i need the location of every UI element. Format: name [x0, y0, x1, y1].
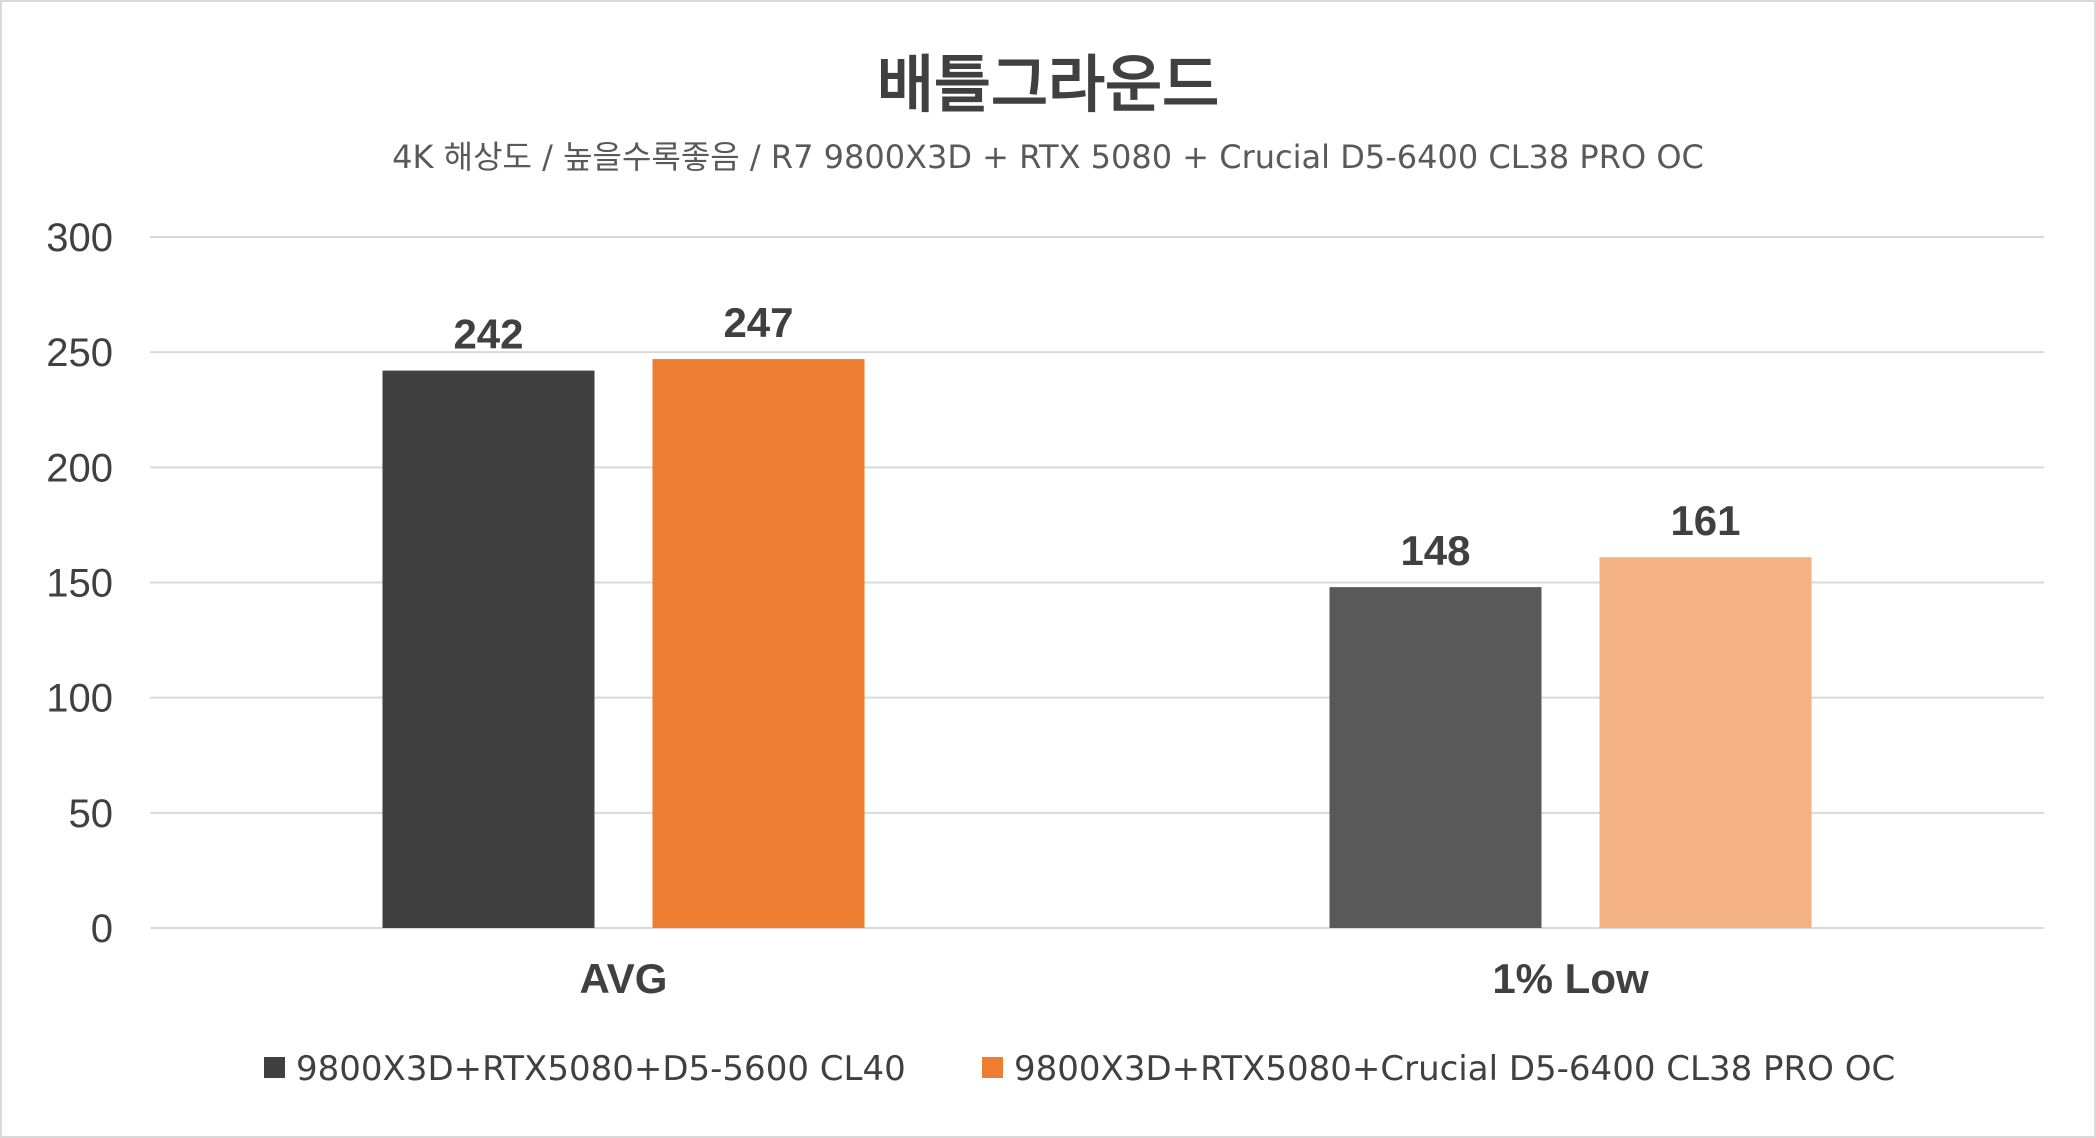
y-tick-label-300: 300: [46, 216, 113, 260]
x-tick-label-1-low: 1% Low: [1492, 955, 1649, 1002]
x-tick-label-avg: AVG: [580, 955, 668, 1002]
y-axis: 0 50 100 150 200 250 300: [46, 216, 113, 951]
y-tick-label-0: 0: [91, 907, 113, 951]
legend-swatch-1: [264, 1057, 285, 1078]
bars: [382, 359, 1812, 928]
legend: 9800X3D+RTX5080+D5-5600 CL40 9800X3D+RTX5…: [264, 1049, 1895, 1089]
y-tick-label-250: 250: [46, 331, 113, 375]
legend-swatch-2: [982, 1057, 1003, 1078]
data-label-1-low-series-1: 148: [1400, 527, 1470, 574]
y-tick-label-100: 100: [46, 677, 113, 721]
x-axis: AVG 1% Low: [580, 955, 1649, 1002]
legend-label-2: 9800X3D+RTX5080+Crucial D5-6400 CL38 PRO…: [1014, 1049, 1895, 1089]
bar-avg-series-2: [652, 359, 865, 928]
y-tick-label-150: 150: [46, 562, 113, 606]
bar-avg-series-1: [382, 370, 595, 928]
y-tick-label-50: 50: [69, 792, 114, 836]
chart-subtitle: 4K 해상도 / 높을수록좋음 / R7 9800X3D + RTX 5080 …: [392, 138, 1704, 176]
data-label-1-low-series-2: 161: [1670, 497, 1740, 544]
data-labels: 242 247 148 161: [453, 299, 1740, 574]
data-label-avg-series-1: 242: [453, 311, 523, 358]
legend-label-1: 9800X3D+RTX5080+D5-5600 CL40: [296, 1049, 906, 1089]
y-tick-label-200: 200: [46, 446, 113, 490]
bar-1-low-series-2: [1599, 557, 1812, 928]
chart-title: 배틀그라운드: [877, 48, 1219, 121]
data-label-avg-series-2: 247: [723, 299, 793, 346]
bar-1-low-series-1: [1329, 587, 1542, 928]
